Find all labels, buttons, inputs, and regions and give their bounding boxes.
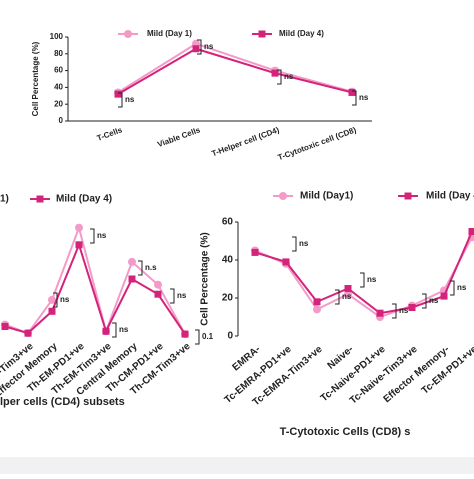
y-tick-label: 60: [54, 66, 63, 75]
annotation: ns: [119, 325, 129, 334]
marker: [314, 298, 321, 305]
legend-marker: [37, 196, 44, 203]
legend-label: Mild (Day 4): [56, 194, 112, 205]
annotation: ns: [60, 295, 70, 304]
y-tick-label: 100: [50, 32, 64, 41]
x-axis-label: lper cells (CD4) subsets: [0, 396, 125, 408]
marker: [313, 305, 321, 313]
footer-bar: [0, 457, 474, 474]
marker: [193, 45, 200, 52]
y-tick-label: 0: [227, 331, 233, 342]
y-tick-label: 20: [54, 99, 63, 108]
marker: [129, 276, 136, 283]
marker: [283, 258, 290, 265]
annotation: ns: [284, 72, 294, 81]
annotation: ns: [97, 231, 107, 240]
y-tick-label: 20: [222, 293, 234, 304]
x-axis-label: T-Cytotoxic Cells (CD8) s: [280, 426, 411, 438]
marker: [272, 70, 279, 77]
marker: [49, 308, 56, 315]
legend-label: Mild (Day 1): [147, 29, 192, 38]
marker: [115, 91, 122, 98]
marker: [128, 258, 136, 266]
y-tick-label: 40: [54, 83, 63, 92]
y-tick-label: 40: [222, 255, 234, 266]
marker: [2, 323, 9, 330]
marker: [75, 224, 83, 232]
legend-marker: [259, 31, 266, 38]
y-tick-label: 80: [54, 49, 63, 58]
annotation: ns: [367, 275, 377, 284]
y-tick-label: 60: [222, 217, 234, 228]
annotation: ns: [204, 42, 214, 51]
marker: [103, 328, 110, 335]
marker: [345, 285, 352, 292]
legend-marker: [124, 30, 132, 38]
annotation: ns: [457, 283, 467, 292]
marker: [252, 249, 259, 256]
annotation: n.s: [145, 263, 157, 272]
y-tick-label: 0: [59, 116, 64, 125]
legend-marker: [279, 192, 287, 200]
marker: [76, 241, 83, 248]
marker: [409, 304, 416, 311]
y-axis-label: Cell Percentage (%): [31, 41, 40, 116]
y-axis-label: Cell Percentage (%): [200, 232, 211, 325]
marker: [469, 228, 474, 235]
marker: [377, 310, 384, 317]
marker: [155, 291, 162, 298]
annotation: ns: [125, 95, 135, 104]
annotation: ns: [359, 93, 369, 102]
marker: [441, 293, 448, 300]
annotation: 0.1: [202, 332, 214, 341]
legend-label: 1): [0, 194, 9, 205]
legend-label: Mild (Day 4): [279, 29, 324, 38]
marker: [154, 281, 162, 289]
legend-label: Mild (Day 4: [426, 191, 474, 202]
marker: [182, 331, 189, 338]
legend-marker: [405, 193, 412, 200]
annotation: ns: [299, 239, 309, 248]
annotation: ns: [342, 292, 352, 301]
annotation: ns: [399, 306, 409, 315]
annotation: ns: [177, 291, 187, 300]
legend-label: Mild (Day1): [300, 191, 353, 202]
marker: [25, 330, 32, 337]
annotation: ns: [429, 296, 439, 305]
marker: [349, 89, 356, 96]
